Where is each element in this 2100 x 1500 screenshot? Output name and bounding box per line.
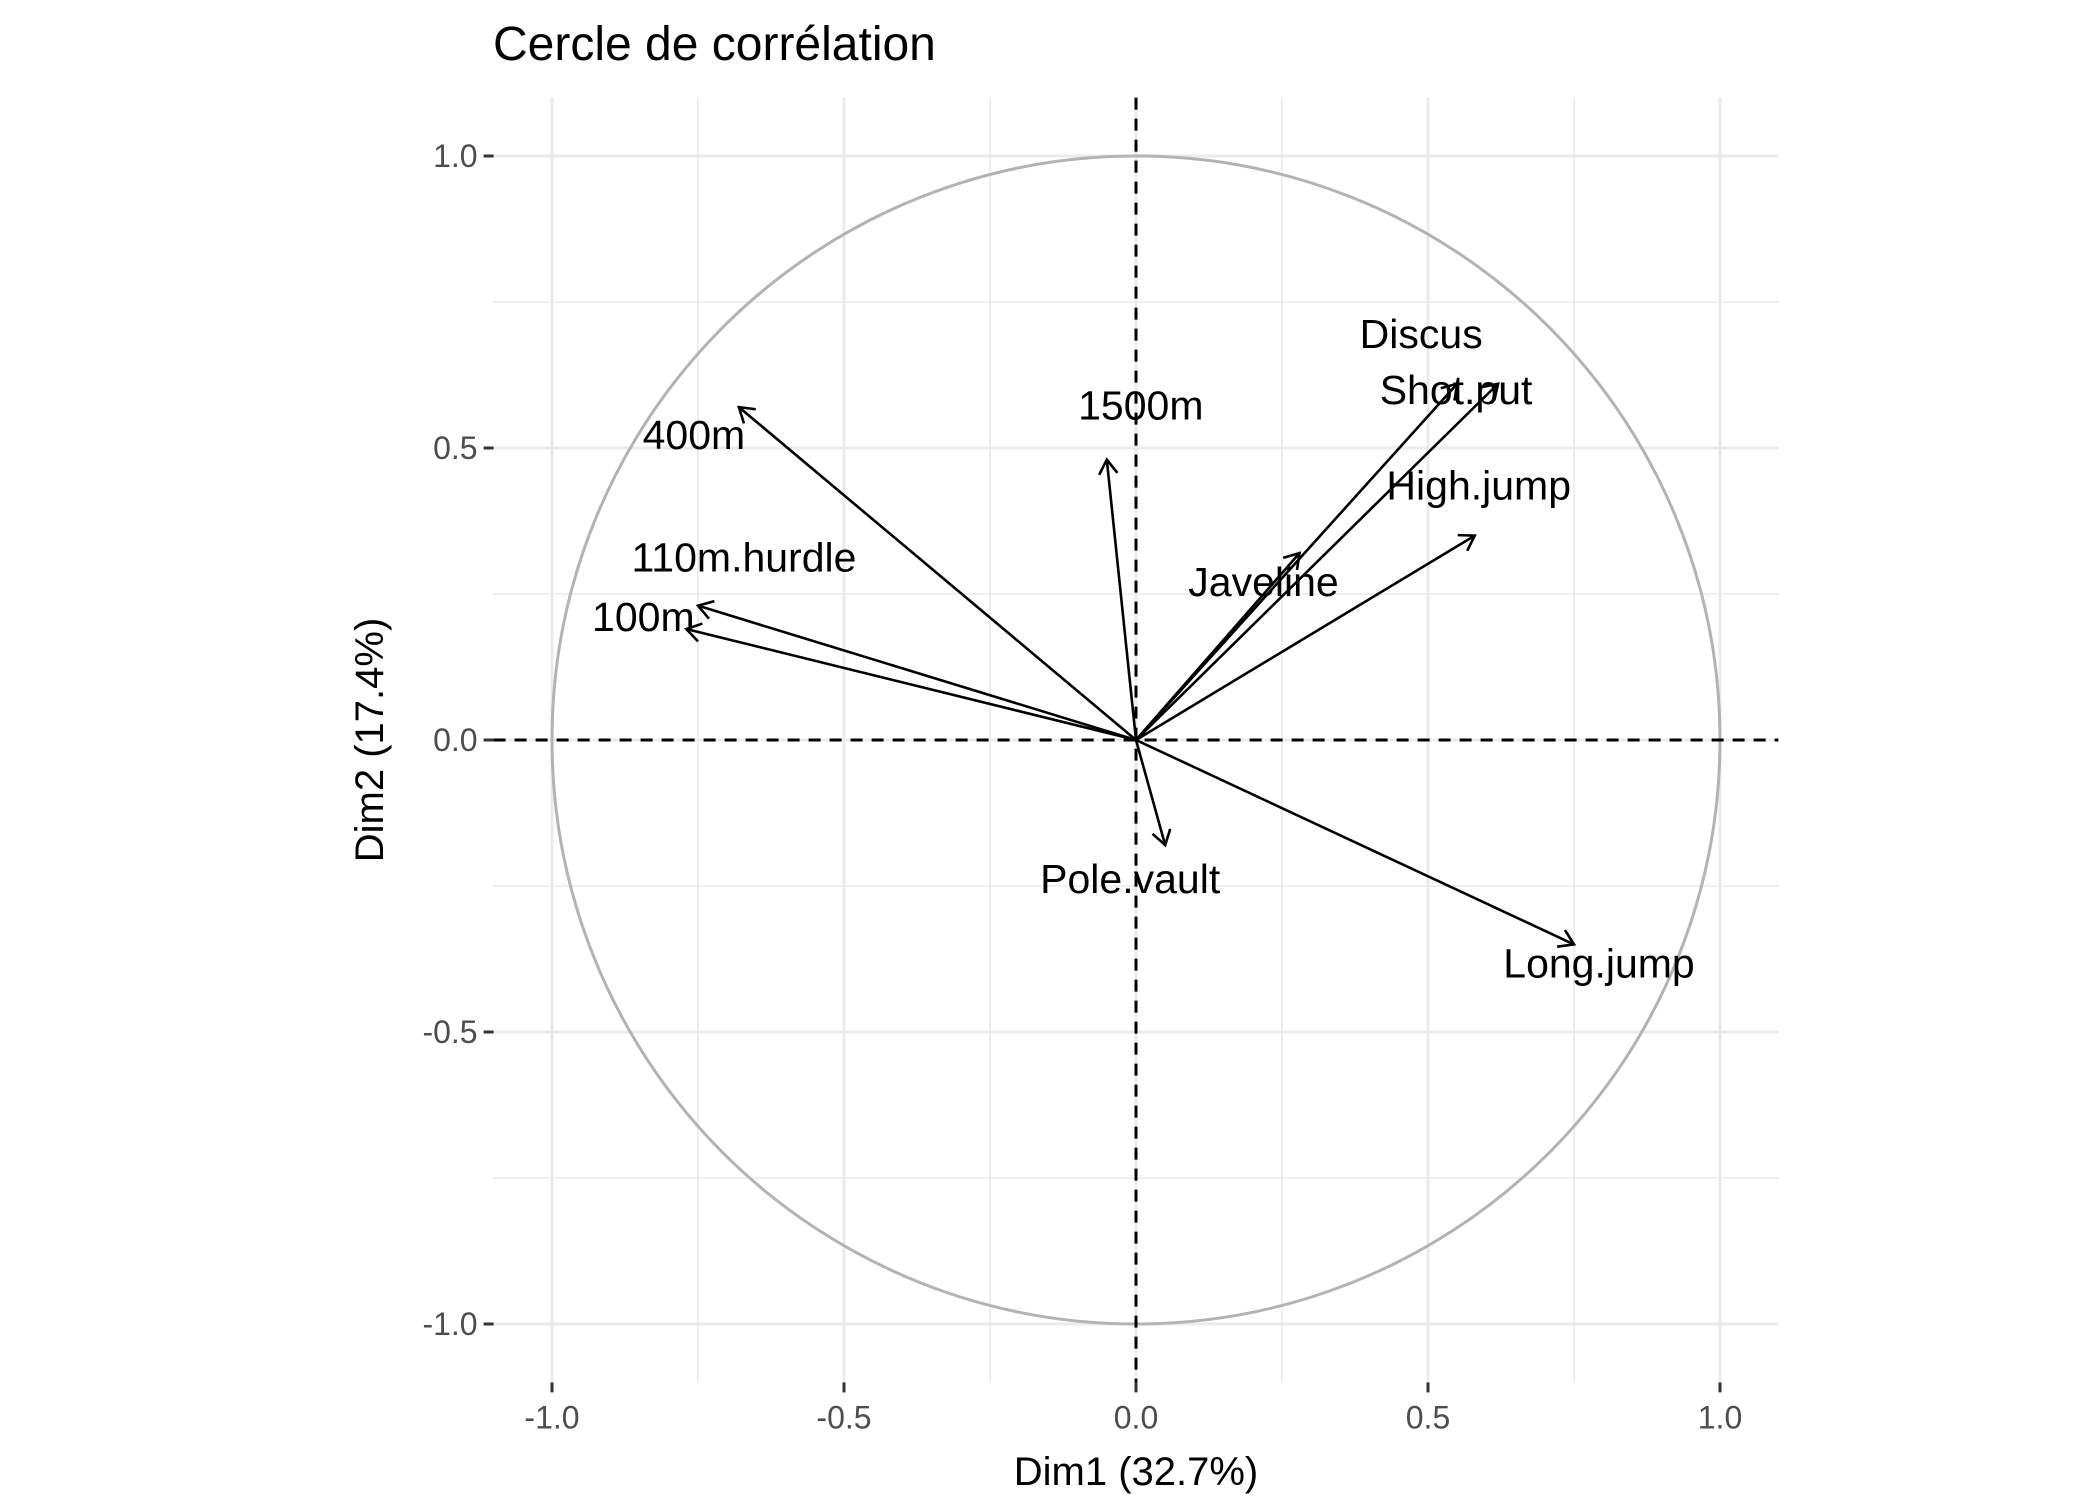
arrow-400m	[737, 405, 1137, 741]
arrow-shaft	[1105, 459, 1138, 741]
arrow-head	[1282, 551, 1302, 571]
label-discus: Discus	[1360, 311, 1483, 357]
arrow-pole-vault	[1134, 739, 1172, 848]
arrow-head	[1097, 457, 1119, 476]
arrow-1500m	[1097, 457, 1138, 741]
y-tick-label: -0.5	[422, 1014, 477, 1050]
arrow-head	[1151, 828, 1172, 848]
x-tick-label: 0.0	[1114, 1399, 1158, 1435]
arrow-shaft	[1135, 552, 1301, 741]
arrow-javeline	[1135, 551, 1302, 741]
arrow-shaft	[1135, 738, 1575, 946]
label-100m: 100m	[592, 594, 695, 640]
arrow-shaft	[1135, 534, 1476, 742]
arrow-high-jump	[1135, 533, 1477, 742]
x-tick-label: -1.0	[524, 1399, 579, 1435]
chart-title: Cercle de corrélation	[493, 18, 936, 71]
variable-labels: 100m Long.jump Shot.put High.jump 400m 110m.h…	[592, 311, 1695, 987]
label-long-jump: Long.jump	[1503, 940, 1694, 986]
arrow-100m	[683, 622, 1137, 742]
arrow-shot-put	[1135, 382, 1500, 741]
arrow-shaft	[686, 627, 1137, 742]
arrow-head	[1440, 381, 1459, 401]
variable-arrows	[683, 381, 1577, 948]
x-axis: -1.0 -0.5 0.0 0.5 1.0	[524, 1382, 1742, 1435]
x-axis-title: Dim1 (32.7%)	[1014, 1450, 1259, 1494]
y-axis: -1.0 -0.5 0.0 0.5 1.0	[422, 138, 494, 1342]
label-1500m: 1500m	[1078, 383, 1203, 429]
label-high-jump: High.jump	[1386, 463, 1571, 509]
x-tick-label: -0.5	[816, 1399, 871, 1435]
arrow-long-jump	[1135, 738, 1577, 948]
arrow-head	[1556, 929, 1577, 948]
y-tick-label: -1.0	[422, 1306, 477, 1342]
label-110m-hurdle: 110m.hurdle	[632, 535, 857, 581]
arrow-shaft	[1134, 739, 1167, 846]
y-axis-title: Dim2 (17.4%)	[348, 618, 392, 863]
label-400m: 400m	[643, 412, 746, 458]
arrow-shaft	[1135, 382, 1499, 741]
x-tick-label: 0.5	[1406, 1399, 1450, 1435]
label-pole-vault: Pole.vault	[1040, 856, 1221, 902]
y-tick-label: 0.5	[433, 430, 477, 466]
arrow-head	[683, 622, 703, 643]
label-shot-put: Shot.put	[1380, 367, 1533, 413]
arrow-shaft	[697, 604, 1137, 742]
arrow-shaft	[738, 406, 1137, 741]
arrow-head	[1457, 533, 1477, 552]
arrow-head	[1481, 382, 1500, 401]
arrow-head	[737, 405, 756, 424]
arrow-110m-hurdle	[695, 599, 1137, 742]
label-javeline: Javeline	[1188, 559, 1338, 605]
x-tick-label: 1.0	[1698, 1399, 1742, 1435]
arrow-head	[695, 599, 715, 620]
y-tick-label: 0.0	[433, 722, 477, 758]
y-tick-label: 1.0	[433, 138, 477, 174]
